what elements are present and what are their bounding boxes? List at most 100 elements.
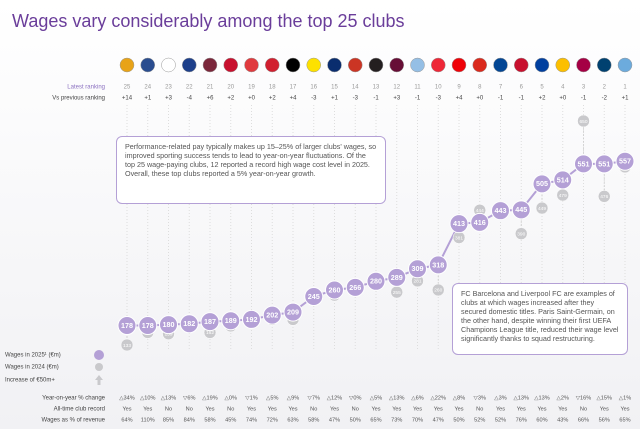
row-cell: 21 [207,85,214,91]
row-cell: △5% [266,395,278,401]
row-cell: 50% [350,417,361,423]
row-cell: 8 [478,85,482,91]
dot-2025 [159,315,178,335]
dot-2025 [408,259,427,279]
row-cell: 7 [499,85,503,91]
row-cell: ▽16% [576,395,592,401]
row-cell: Yes [454,406,463,412]
dot-2025 [283,302,303,322]
dot-2025 [387,267,407,287]
dot-2024 [120,338,134,352]
row-cell: △13% [534,395,550,401]
dot-label: 309 [412,264,424,273]
row-cell: 6 [520,85,524,91]
row-cell: 13 [373,85,380,91]
row-cell: Yes [434,406,443,412]
dot-2024 [432,283,445,297]
row-label: Year-on-year % change [42,396,105,402]
row-cell: 70% [412,417,423,423]
dot-label: 187 [204,317,216,326]
row-cell: Yes [558,406,567,412]
row-cell: Yes [537,406,546,412]
dot-label: 505 [536,179,548,188]
row-cell: 17 [290,85,297,91]
row-cell: △19% [202,395,218,401]
row-cell: +1 [144,96,152,102]
row-cell: Yes [371,406,380,412]
row-cell: 64% [121,417,132,423]
dot-label: 381 [455,235,463,241]
dot-label: 444 [476,208,484,214]
dot-label: 245 [308,292,320,301]
dot-label: 180 [163,320,175,329]
row-cell: 3 [582,85,586,91]
dot-label: 413 [453,219,465,228]
row-cell: 4 [561,85,565,91]
row-cell: 65% [619,417,630,423]
row-cell: 24 [144,85,151,91]
dot-label: 557 [619,157,631,166]
row-cell: △13% [514,395,530,401]
row-cell: Yes [600,406,609,412]
dot-label: 192 [246,315,258,324]
row-cell: △12% [327,395,343,401]
row-cell: Yes [392,406,401,412]
row-cell: No [165,406,172,412]
row-cell: 10 [435,85,442,91]
row-cell: Yes [517,406,526,412]
club-logo [534,57,550,73]
dot-label: 514 [557,175,569,184]
row-label: Latest ranking [67,85,105,91]
row-cell: 85% [163,417,174,423]
club-logo [285,57,301,73]
dot-2025 [491,201,510,221]
dot-2025 [574,154,593,174]
row-cell: 84% [184,417,195,423]
row-cell: Yes [247,406,256,412]
row-cell: △1% [619,395,631,401]
dot-label: 390 [517,231,525,237]
row-cell: +0 [559,96,567,102]
club-logo [119,57,135,73]
row-cell: -3 [311,96,317,102]
row-cell: Yes [268,406,277,412]
row-cell: 1 [623,85,627,91]
row-cell: No [352,406,359,412]
row-cell: 18 [269,85,276,91]
row-cell: 52% [495,417,506,423]
dot-2025 [262,305,282,325]
dot-2025 [428,255,448,275]
dot-label: 289 [391,273,403,282]
dot-2025 [594,154,614,174]
dot-label: 189 [225,316,237,325]
dot-2025 [345,277,365,297]
dot-label: 445 [515,205,527,214]
club-logo [265,57,280,73]
row-cell: +4 [456,96,464,102]
row-cell: -1 [415,96,421,102]
row-cell: Yes [496,406,505,412]
legend-swatch [94,350,104,360]
row-cell: +1 [622,96,630,102]
dot-label: 318 [432,260,444,269]
row-cell: -1 [519,96,525,102]
dot-label: 260 [434,288,442,294]
legend-label: Wages in 2024 (€m) [5,365,59,371]
row-cell: -3 [436,96,442,102]
row-cell: ▽3% [474,395,486,401]
dot-2024 [598,190,611,203]
club-logo [161,57,176,73]
row-cell: △2% [557,395,569,401]
dot-label: 255 [393,290,401,296]
row-cell: +14 [122,96,133,102]
dot-2025 [470,212,490,232]
club-logo [597,57,612,73]
dot-label: 260 [329,285,341,294]
row-cell: 50% [453,417,464,423]
row-cell: ▽0% [349,395,361,401]
row-cell: +6 [207,96,215,102]
club-logo [182,57,197,73]
row-cell: 76% [516,417,527,423]
dot-2025 [242,309,261,329]
